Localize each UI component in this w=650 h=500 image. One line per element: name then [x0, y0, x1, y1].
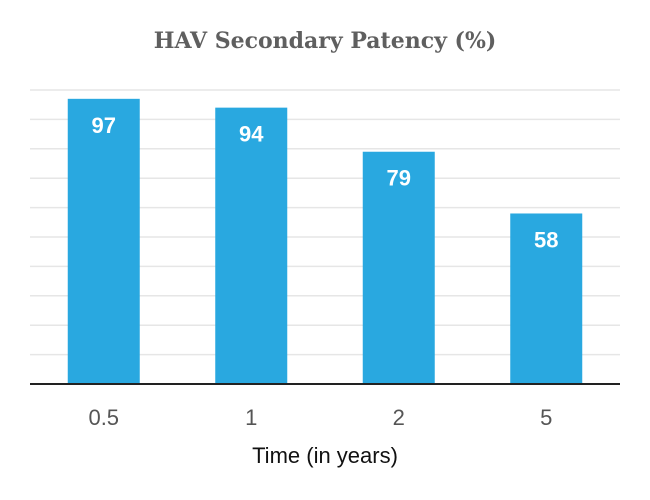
bar-5: [510, 213, 583, 384]
x-tick-label: 5: [540, 405, 552, 430]
data-label: 97: [92, 113, 116, 138]
x-axis-label: Time (in years): [252, 443, 398, 468]
bar-2: [362, 151, 435, 384]
x-tick-labels: 0.5 1 2 5: [88, 405, 552, 430]
data-label: 79: [387, 166, 411, 191]
bars: [67, 98, 583, 384]
bar-0.5: [67, 98, 140, 384]
data-labels: 97 94 79 58: [92, 113, 559, 253]
data-label: 58: [534, 227, 558, 252]
x-tick-label: 1: [245, 405, 257, 430]
x-tick-label: 2: [393, 405, 405, 430]
x-tick-label: 0.5: [88, 405, 119, 430]
data-label: 94: [239, 122, 264, 147]
chart-title: HAV Secondary Patency (%): [153, 28, 497, 54]
bar-1: [215, 107, 288, 384]
